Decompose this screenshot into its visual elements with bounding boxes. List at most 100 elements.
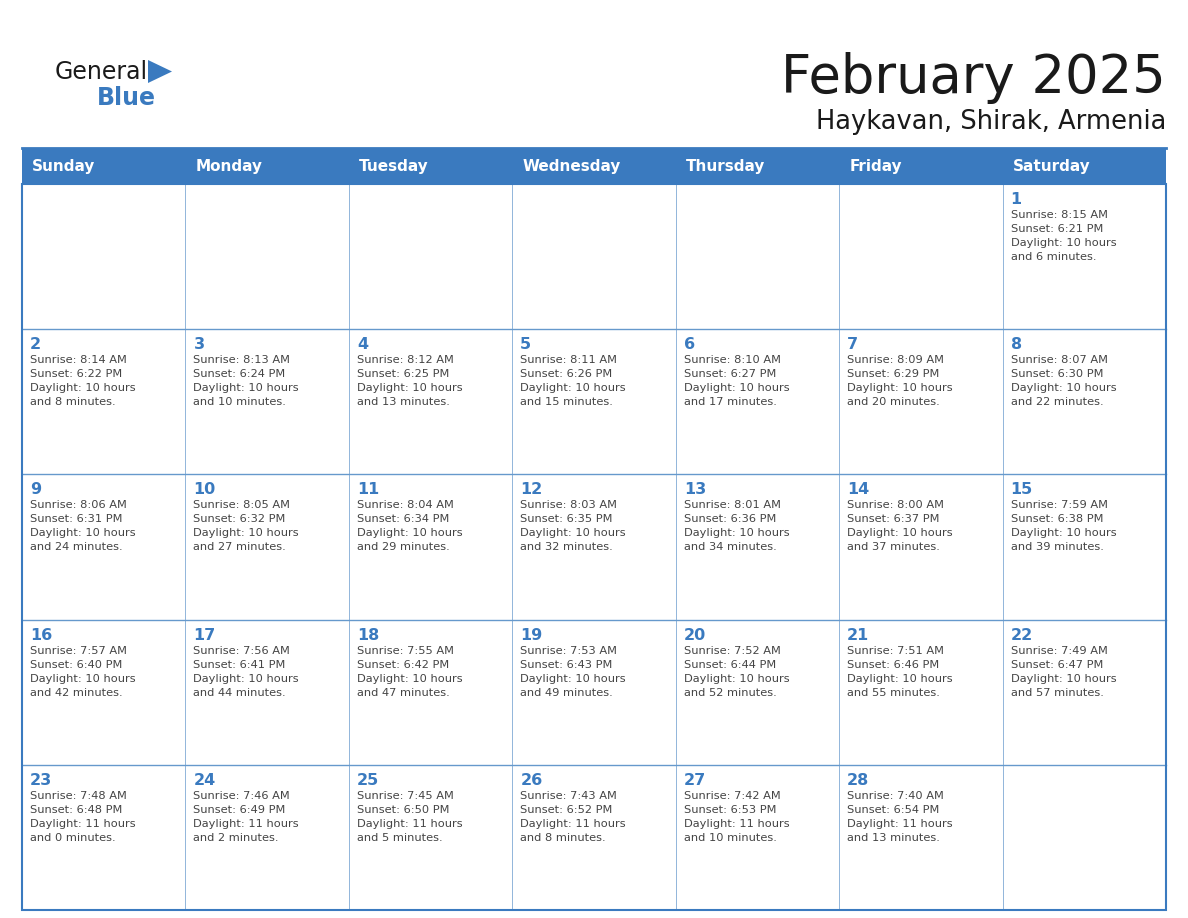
Bar [185, 475, 349, 620]
Bar [839, 765, 1003, 910]
Text: and 2 minutes.: and 2 minutes. [194, 833, 279, 843]
Text: 11: 11 [356, 482, 379, 498]
Text: 8: 8 [1011, 337, 1022, 353]
Text: Blue: Blue [97, 86, 156, 110]
Bar [512, 765, 676, 910]
Text: Daylight: 10 hours: Daylight: 10 hours [847, 529, 953, 538]
Text: Daylight: 10 hours: Daylight: 10 hours [1011, 238, 1117, 248]
Text: Sunset: 6:27 PM: Sunset: 6:27 PM [684, 369, 776, 379]
Text: and 10 minutes.: and 10 minutes. [684, 833, 777, 843]
Bar [23, 148, 1165, 184]
Text: Sunset: 6:22 PM: Sunset: 6:22 PM [30, 369, 122, 379]
Bar [512, 475, 676, 620]
Text: Sunset: 6:49 PM: Sunset: 6:49 PM [194, 805, 286, 815]
Text: Sunset: 6:54 PM: Sunset: 6:54 PM [847, 805, 940, 815]
Text: Sunset: 6:29 PM: Sunset: 6:29 PM [847, 369, 940, 379]
Text: and 55 minutes.: and 55 minutes. [847, 688, 940, 698]
Text: Sunrise: 8:01 AM: Sunrise: 8:01 AM [684, 500, 781, 510]
Text: Sunset: 6:36 PM: Sunset: 6:36 PM [684, 514, 776, 524]
Bar [676, 765, 839, 910]
Text: Sunrise: 7:43 AM: Sunrise: 7:43 AM [520, 790, 617, 800]
Text: Sunrise: 7:40 AM: Sunrise: 7:40 AM [847, 790, 944, 800]
Text: Daylight: 10 hours: Daylight: 10 hours [847, 383, 953, 393]
Text: 5: 5 [520, 337, 531, 353]
Text: 18: 18 [356, 628, 379, 643]
Text: 28: 28 [847, 773, 870, 788]
Text: Daylight: 11 hours: Daylight: 11 hours [847, 819, 953, 829]
Text: Wednesday: Wednesday [523, 159, 620, 174]
Bar [23, 765, 185, 910]
Text: Sunrise: 8:12 AM: Sunrise: 8:12 AM [356, 355, 454, 365]
Text: General: General [55, 60, 148, 84]
Text: Sunset: 6:44 PM: Sunset: 6:44 PM [684, 660, 776, 669]
Text: Thursday: Thursday [685, 159, 765, 174]
Text: Monday: Monday [196, 159, 263, 174]
Text: Sunrise: 7:57 AM: Sunrise: 7:57 AM [30, 645, 127, 655]
Text: and 8 minutes.: and 8 minutes. [30, 397, 115, 408]
Text: and 24 minutes.: and 24 minutes. [30, 543, 122, 553]
Polygon shape [148, 60, 172, 83]
Bar [23, 330, 185, 475]
Bar [349, 330, 512, 475]
Text: Sunrise: 7:59 AM: Sunrise: 7:59 AM [1011, 500, 1107, 510]
Text: Sunset: 6:41 PM: Sunset: 6:41 PM [194, 660, 286, 669]
Text: 26: 26 [520, 773, 543, 788]
Text: Sunset: 6:53 PM: Sunset: 6:53 PM [684, 805, 776, 815]
Text: Sunrise: 7:56 AM: Sunrise: 7:56 AM [194, 645, 290, 655]
Text: Sunset: 6:24 PM: Sunset: 6:24 PM [194, 369, 285, 379]
Text: 22: 22 [1011, 628, 1032, 643]
Bar [1003, 620, 1165, 765]
Text: 3: 3 [194, 337, 204, 353]
Text: Sunrise: 7:46 AM: Sunrise: 7:46 AM [194, 790, 290, 800]
Bar [185, 620, 349, 765]
Text: Sunrise: 8:00 AM: Sunrise: 8:00 AM [847, 500, 944, 510]
Text: Sunrise: 8:05 AM: Sunrise: 8:05 AM [194, 500, 290, 510]
Text: 24: 24 [194, 773, 216, 788]
Text: 13: 13 [684, 482, 706, 498]
Text: Daylight: 11 hours: Daylight: 11 hours [30, 819, 135, 829]
Bar [676, 184, 839, 330]
Text: Sunrise: 8:15 AM: Sunrise: 8:15 AM [1011, 210, 1107, 220]
Text: and 0 minutes.: and 0 minutes. [30, 833, 115, 843]
Text: Daylight: 10 hours: Daylight: 10 hours [520, 529, 626, 538]
Text: Sunset: 6:32 PM: Sunset: 6:32 PM [194, 514, 286, 524]
Text: 23: 23 [30, 773, 52, 788]
Text: and 37 minutes.: and 37 minutes. [847, 543, 940, 553]
Bar [1003, 475, 1165, 620]
Text: Sunset: 6:43 PM: Sunset: 6:43 PM [520, 660, 613, 669]
Bar [349, 765, 512, 910]
Text: Daylight: 11 hours: Daylight: 11 hours [194, 819, 299, 829]
Text: Sunrise: 7:42 AM: Sunrise: 7:42 AM [684, 790, 781, 800]
Text: Sunset: 6:42 PM: Sunset: 6:42 PM [356, 660, 449, 669]
Text: Daylight: 10 hours: Daylight: 10 hours [194, 383, 299, 393]
Text: Sunrise: 7:55 AM: Sunrise: 7:55 AM [356, 645, 454, 655]
Text: Sunset: 6:38 PM: Sunset: 6:38 PM [1011, 514, 1104, 524]
Text: Sunrise: 8:13 AM: Sunrise: 8:13 AM [194, 355, 290, 365]
Text: 20: 20 [684, 628, 706, 643]
Text: 1: 1 [1011, 192, 1022, 207]
Text: Sunrise: 8:14 AM: Sunrise: 8:14 AM [30, 355, 127, 365]
Text: Daylight: 11 hours: Daylight: 11 hours [520, 819, 626, 829]
Text: and 8 minutes.: and 8 minutes. [520, 833, 606, 843]
Text: Sunrise: 8:06 AM: Sunrise: 8:06 AM [30, 500, 127, 510]
Text: 2: 2 [30, 337, 42, 353]
Text: and 27 minutes.: and 27 minutes. [194, 543, 286, 553]
Text: Daylight: 10 hours: Daylight: 10 hours [1011, 529, 1117, 538]
Text: Daylight: 10 hours: Daylight: 10 hours [847, 674, 953, 684]
Bar [839, 620, 1003, 765]
Text: and 42 minutes.: and 42 minutes. [30, 688, 122, 698]
Text: Daylight: 10 hours: Daylight: 10 hours [356, 529, 462, 538]
Text: Sunset: 6:30 PM: Sunset: 6:30 PM [1011, 369, 1104, 379]
Text: Sunrise: 8:09 AM: Sunrise: 8:09 AM [847, 355, 944, 365]
Text: Saturday: Saturday [1012, 159, 1091, 174]
Text: 4: 4 [356, 337, 368, 353]
Text: Sunrise: 7:52 AM: Sunrise: 7:52 AM [684, 645, 781, 655]
Text: Sunset: 6:46 PM: Sunset: 6:46 PM [847, 660, 940, 669]
Text: and 47 minutes.: and 47 minutes. [356, 688, 449, 698]
Bar [23, 475, 185, 620]
Text: Sunset: 6:21 PM: Sunset: 6:21 PM [1011, 224, 1102, 234]
Text: and 57 minutes.: and 57 minutes. [1011, 688, 1104, 698]
Text: Sunrise: 7:49 AM: Sunrise: 7:49 AM [1011, 645, 1107, 655]
Bar [676, 475, 839, 620]
Text: 17: 17 [194, 628, 216, 643]
